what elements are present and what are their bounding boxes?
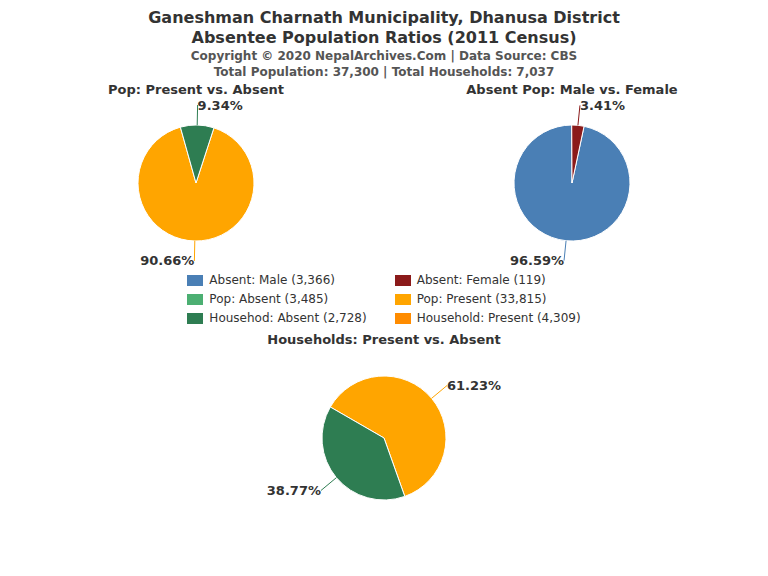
svg-text:61.23%: 61.23%	[447, 378, 501, 393]
html-text:Households: Present vs. Absent: Households: Present vs. Absent	[267, 332, 501, 347]
html-text:Total Population: 37,300 | Tot: Total Population: 37,300 | Total Househo…	[213, 65, 555, 79]
svg-text:90.66%: 90.66%	[140, 253, 194, 268]
html-text:Ganeshman Charnath Municipalit: Ganeshman Charnath Municipality, Dhanusa…	[148, 8, 620, 27]
html-text:Househod: Absent (2,728): Househod: Absent (2,728)	[209, 311, 367, 325]
html-text:Absent Pop: Male vs. Female: Absent Pop: Male vs. Female	[466, 82, 678, 97]
svg-text:9.34%: 9.34%	[198, 98, 243, 113]
html-text:Absent: Male (3,366): Absent: Male (3,366)	[209, 273, 335, 287]
html-text:Household: Present (4,309): Household: Present (4,309)	[416, 311, 581, 325]
html-text:Pop: Present (33,815): Pop: Present (33,815)	[416, 292, 547, 306]
html-text:Pop: Present vs. Absent: Pop: Present vs. Absent	[108, 82, 284, 97]
svg-text:3.41%: 3.41%	[580, 98, 625, 113]
svg-text:96.59%: 96.59%	[510, 253, 564, 268]
html-text:Pop: Absent (3,485): Pop: Absent (3,485)	[209, 292, 329, 306]
html-text:Absent: Female (119): Absent: Female (119)	[416, 273, 546, 287]
svg-text:38.77%: 38.77%	[267, 483, 321, 498]
html-text:Absentee Population Ratios (20: Absentee Population Ratios (2011 Census)	[191, 28, 577, 47]
html-text:Copyright © 2020 NepalArchives: Copyright © 2020 NepalArchives.Com | Dat…	[190, 49, 578, 63]
